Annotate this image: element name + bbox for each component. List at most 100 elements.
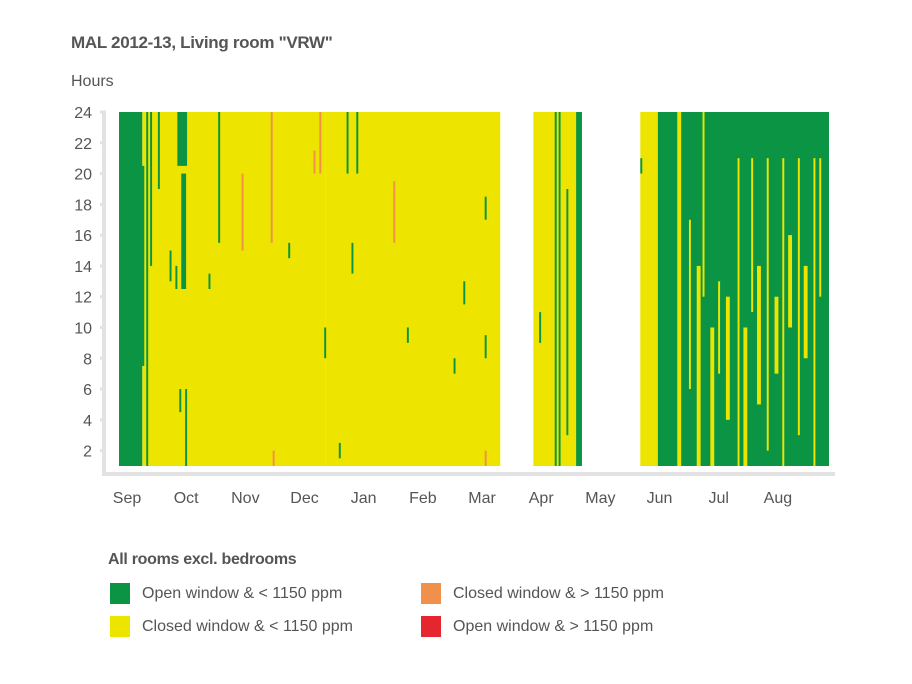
- legend-label: Closed window & > 1150 ppm: [453, 584, 664, 602]
- heatmap-cell-closed-low: [782, 158, 785, 466]
- heatmap-cell-open-low: [351, 242, 354, 274]
- heatmap-cell-closed-low: [788, 235, 793, 328]
- x-tick-label: Mar: [468, 490, 496, 507]
- heatmap-cell-closed-low: [737, 158, 740, 466]
- x-tick-label: Dec: [290, 490, 318, 507]
- legend-label: Closed window & < 1150 ppm: [142, 617, 353, 635]
- y-tick-label: 20: [74, 167, 92, 184]
- heatmap-cell-closed-low: [677, 112, 682, 466]
- heatmap-cell-open-low: [576, 112, 582, 466]
- heatmap-cell-closed-low: [766, 158, 769, 451]
- heatmap-cell-open-low: [558, 112, 561, 466]
- heatmap-cell-open-low: [640, 158, 643, 174]
- x-tick-label: Jul: [709, 490, 729, 507]
- heatmap-cell-closed-low: [688, 219, 691, 390]
- heatmap-cell-closed-high: [272, 450, 275, 466]
- heatmap-cell-open-low: [356, 112, 359, 174]
- y-tick-label: 22: [74, 136, 92, 153]
- heatmap-cell-open-low: [157, 112, 160, 189]
- heatmap-cell-closed-high: [270, 112, 273, 243]
- heatmap-cell-closed-low: [757, 265, 761, 405]
- y-tick-label: 8: [83, 351, 92, 368]
- heatmap-cell-open-low: [484, 196, 487, 220]
- legend-item-open-high: Open window & > 1150 ppm: [421, 616, 653, 637]
- heatmap-cell-open-low: [667, 112, 674, 297]
- y-tick-label: 2: [83, 444, 92, 461]
- heatmap-cell-open-low: [175, 265, 178, 289]
- heatmap-cell-closed-low: [326, 112, 501, 466]
- heatmap-cell-closed-low: [751, 158, 754, 313]
- heatmap-cell-closed-low: [797, 158, 800, 436]
- heatmap-cell-open-low: [119, 112, 143, 466]
- heatmap-cell-closed-low: [774, 296, 779, 374]
- heatmap-cell-closed-high: [319, 112, 322, 174]
- legend-item-open-low: Open window & < 1150 ppm: [110, 583, 342, 604]
- x-tick-label: May: [585, 490, 615, 507]
- heatmap-cell-closed-low: [725, 296, 730, 420]
- heatmap-cell-closed-low: [819, 158, 822, 297]
- heatmap-cell-open-low: [484, 335, 487, 359]
- legend-label: Open window & > 1150 ppm: [453, 617, 654, 635]
- heatmap-cell-closed-low: [640, 112, 658, 466]
- y-tick-label: 18: [74, 197, 92, 214]
- heatmap-cell-closed-low: [142, 112, 326, 466]
- heatmap-cell-open-low: [406, 327, 409, 343]
- heatmap-cell-open-low: [554, 112, 557, 466]
- heatmap-cell-closed-low: [702, 112, 705, 297]
- legend-title: All rooms excl. bedrooms: [108, 551, 297, 568]
- heatmap-cell-open-low: [324, 327, 327, 359]
- y-tick-label: 4: [83, 413, 92, 430]
- heatmap-cell-open-low: [218, 112, 221, 243]
- heatmap-cell-closed-low: [813, 158, 816, 466]
- heatmap-cell-closed-low: [718, 281, 721, 374]
- x-tick-label: Sep: [113, 490, 142, 507]
- heatmap-cell-closed-high: [241, 173, 244, 251]
- heatmap-cell-closed-high: [313, 150, 316, 174]
- heatmap-cell-open-low: [338, 442, 341, 459]
- y-tick-label: 14: [74, 259, 92, 276]
- x-tick-label: Apr: [529, 490, 555, 507]
- heatmap-cell-open-low: [177, 112, 188, 166]
- chart-title: MAL 2012-13, Living room "VRW": [71, 33, 333, 52]
- heatmap-cell-closed-low: [710, 327, 715, 466]
- heatmap-cell-open-low: [453, 358, 456, 374]
- heatmap-cell-open-low: [140, 165, 145, 366]
- x-tick-label: Feb: [409, 490, 437, 507]
- heatmap-cell-closed-low: [743, 327, 748, 466]
- heatmap-cell-open-low: [288, 242, 291, 259]
- legend-swatch-orange: [421, 583, 441, 604]
- heatmap-cell-open-low: [208, 273, 211, 289]
- legend-item-closed-low: Closed window & < 1150 ppm: [110, 616, 353, 637]
- y-tick-label: 12: [74, 290, 92, 307]
- x-tick-label: Jun: [647, 490, 673, 507]
- y-tick-label: 10: [74, 320, 92, 337]
- heatmap-cell-open-low: [463, 281, 466, 305]
- legend-swatch-yellow: [110, 616, 130, 637]
- heatmap-cell-open-low: [185, 389, 188, 466]
- heatmap-cell-closed-high: [484, 450, 487, 466]
- y-axis-label: Hours: [71, 73, 114, 90]
- x-tick-label: Nov: [231, 490, 259, 507]
- y-tick-label: 24: [74, 105, 92, 122]
- heatmap-cell-closed-low: [696, 265, 701, 466]
- x-tick-label: Oct: [174, 490, 199, 507]
- heatmap-cell-open-low: [566, 188, 569, 436]
- heatmap-cell-open-low: [539, 312, 542, 343]
- heatmap-cell-closed-low: [325, 112, 328, 466]
- heatmap-cell-closed-low: [803, 265, 808, 359]
- heatmap-cell-open-low: [181, 173, 187, 289]
- heatmap-cell-open-low: [150, 112, 153, 266]
- x-tick-label: Jan: [351, 490, 377, 507]
- y-tick-label: 6: [83, 382, 92, 399]
- heatmap-cell-open-low: [179, 389, 182, 413]
- legend-swatch-red: [421, 616, 441, 637]
- heatmap-cell-open-low: [146, 112, 149, 466]
- heatmap-cell-closed-high: [393, 181, 396, 243]
- heatmap-cell-open-low: [346, 112, 349, 174]
- heatmap-cell-open-low: [169, 250, 172, 282]
- y-tick-label: 16: [74, 228, 92, 245]
- legend-swatch-green: [110, 583, 130, 604]
- x-tick-label: Aug: [764, 490, 792, 507]
- legend-label: Open window & < 1150 ppm: [142, 584, 343, 602]
